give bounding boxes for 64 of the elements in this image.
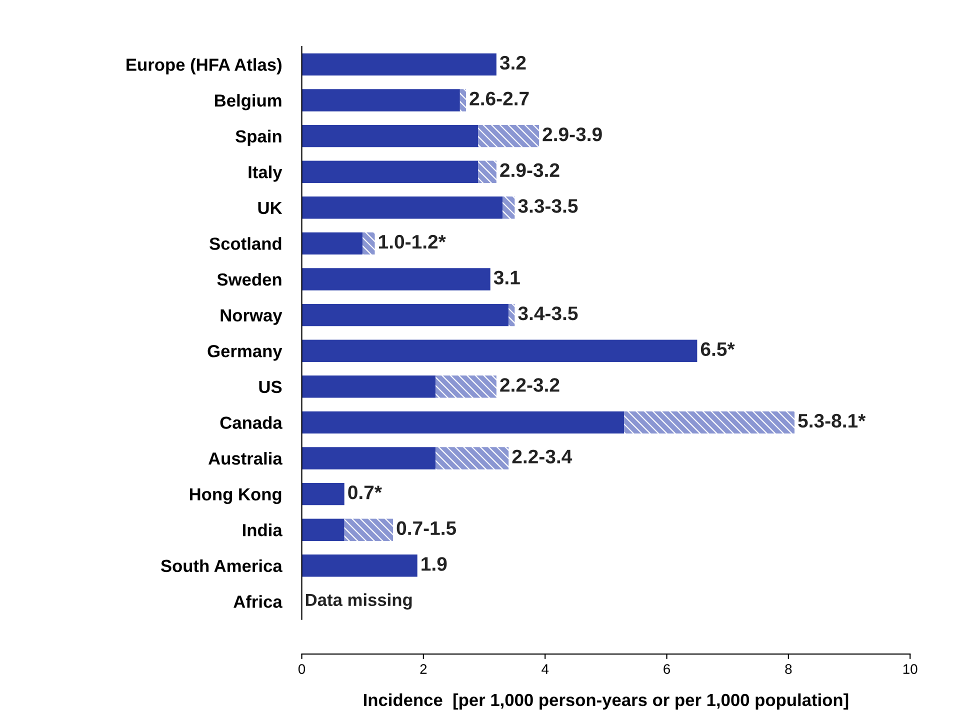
bar: [302, 196, 503, 219]
y-tick-label: UK: [258, 202, 282, 214]
bar: [302, 268, 490, 290]
y-tick-label: Belgium: [215, 94, 282, 110]
total-label: 0.7*: [348, 485, 382, 500]
x-axis-title: Incidence [per 1,000 person-years or per 1,000 population]: [364, 693, 848, 710]
total-label: 3.3-3.5: [518, 199, 578, 213]
y-tick-label: Italy: [248, 166, 282, 182]
total-label: 2.6-2.7: [470, 92, 529, 106]
bar: [302, 53, 496, 76]
bar: [362, 232, 375, 255]
bar: [460, 89, 466, 112]
annotation: Data missing: [306, 593, 412, 610]
y-tick-label: Sweden: [217, 272, 282, 286]
total-label: 3.4-3.5: [518, 306, 578, 320]
total-label: 3.2: [500, 56, 526, 70]
x-tick-label: 4: [542, 664, 549, 674]
x-tick-label: 6: [664, 664, 670, 674]
bar: [302, 340, 698, 362]
bar: [624, 411, 795, 434]
bar: [436, 447, 509, 470]
bar: [344, 518, 394, 541]
y-tick-label: Europe (HFA Atlas): [126, 58, 282, 74]
total-label: 5.3-8.1*: [798, 414, 866, 428]
bar: [302, 160, 478, 183]
total-label: 2.9-3.9: [542, 127, 602, 142]
x-tick-label: 0: [298, 664, 306, 674]
total-label: 6.5*: [700, 342, 735, 356]
y-tick-label: Hong Kong: [190, 488, 282, 504]
y-tick-label: US: [259, 380, 282, 394]
y-tick-label: Scotland: [210, 237, 282, 250]
total-label: 1.0-1.2*: [379, 234, 446, 249]
y-tick-label: Germany: [208, 345, 282, 361]
x-tick-label: 10: [903, 664, 918, 674]
total-label: 1.9: [422, 557, 447, 571]
x-tick-label: 2: [420, 664, 427, 674]
bar: [302, 304, 509, 326]
y-tick-label: South America: [160, 559, 282, 572]
bar: [302, 411, 624, 434]
total-label: 2.2-3.4: [512, 450, 572, 464]
bar: [302, 232, 363, 255]
y-tick-label: Australia: [208, 452, 282, 465]
total-label: 3.1: [494, 270, 520, 284]
bar: [508, 304, 515, 326]
y-tick-label: Spain: [236, 130, 282, 146]
y-tick-label: India: [242, 524, 282, 536]
bar: [478, 124, 540, 148]
bar: [302, 89, 460, 112]
total-label: 2.2-3.2: [500, 378, 560, 392]
bar: [302, 447, 436, 470]
bar: [302, 124, 478, 148]
bar: [302, 482, 344, 506]
bar: [502, 196, 515, 219]
total-label: 0.7-1.5: [396, 521, 456, 536]
y-tick-label: Africa: [234, 595, 282, 608]
total-label: 2.9-3.2: [500, 163, 560, 178]
bar: [302, 376, 436, 398]
y-tick-label: Canada: [220, 416, 282, 429]
x-tick-label: 8: [785, 664, 792, 674]
bar: [302, 554, 418, 577]
y-tick-label: Norway: [220, 309, 282, 325]
bar: [302, 518, 344, 541]
bar: [478, 160, 496, 183]
bar: [436, 376, 496, 398]
